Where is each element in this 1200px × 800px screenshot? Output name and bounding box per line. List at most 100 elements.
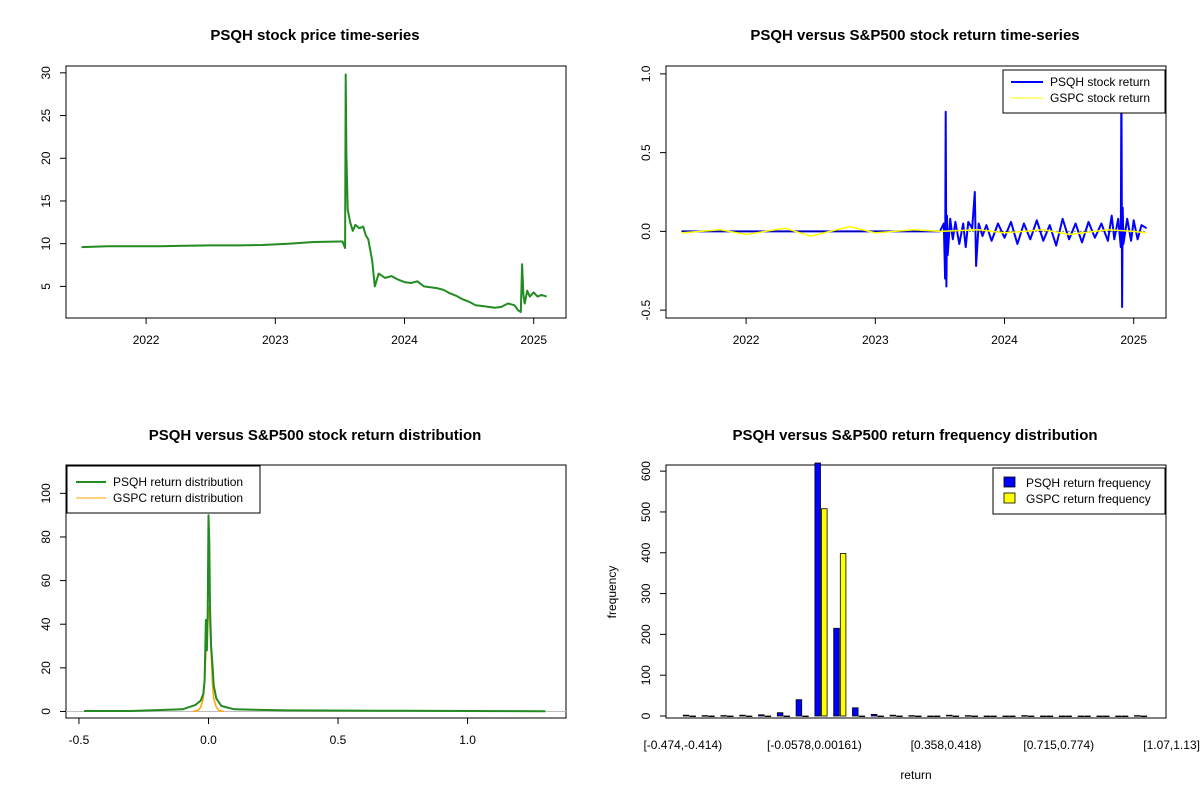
gspc-frequency-bar [1027, 715, 1035, 718]
y-tick-label: 400 [639, 542, 653, 562]
psqh-frequency-bar [964, 715, 972, 717]
gspc-frequency-bar [783, 715, 790, 718]
chart-title: PSQH stock price time-series [210, 27, 419, 44]
psqh-frequency-bar [720, 715, 727, 717]
gspc-frequency-bar [971, 715, 978, 718]
gspc-frequency-bar [689, 715, 696, 718]
chart-title: PSQH versus S&P500 stock return time-ser… [750, 27, 1079, 44]
x-tick-label: [1.07,1.13] [1143, 738, 1200, 752]
x-tick-label: 2022 [133, 333, 160, 347]
x-tick-label: 2024 [391, 333, 418, 347]
gspc-return-line [681, 225, 1147, 237]
y-tick-label: 0.5 [639, 144, 653, 161]
legend: PSQH return frequency GSPC return freque… [992, 467, 1166, 515]
psqh-frequency-bar [889, 714, 897, 717]
psqh-frequency-bar [682, 714, 690, 717]
gspc-frequency-bar [764, 715, 772, 718]
y-tick-label: 80 [39, 530, 53, 544]
y-tick-label: 500 [639, 502, 653, 522]
psqh-density-line [84, 514, 546, 713]
legend-swatch-gspc [1003, 492, 1016, 504]
gspc-frequency-bar [1140, 715, 1148, 718]
y-tick-label: 0 [39, 708, 53, 715]
psqh-frequency-bar [1115, 715, 1122, 718]
gspc-frequency-bar [1121, 715, 1129, 718]
series-layer [682, 462, 1148, 718]
x-tick-label: 2025 [1120, 333, 1147, 347]
x-tick-label: 0.0 [200, 733, 217, 747]
x-axis: 2022 2023 2024 2025 [733, 318, 1147, 347]
legend-box [992, 467, 1166, 515]
x-tick-label: 2025 [520, 333, 547, 347]
x-tick-label: [-0.474,-0.414) [643, 738, 722, 752]
y-tick-label: 600 [639, 461, 653, 481]
panel-return-timeseries: PSQH versus S&P500 stock return time-ser… [639, 27, 1167, 347]
psqh-return-line [681, 72, 1148, 308]
gspc-frequency-bar [1084, 715, 1091, 718]
x-tick-label: [-0.0578,0.00161) [767, 738, 862, 752]
psqh-frequency-bar [983, 715, 991, 718]
x-axis: -0.5 0.0 0.5 1.0 [69, 718, 476, 747]
x-tick-label: 2022 [733, 333, 760, 347]
y-tick-label: 20 [39, 661, 53, 675]
psqh-frequency-bar [1021, 715, 1028, 717]
psqh-frequency-bar [1058, 715, 1066, 718]
y-axis: 0 100 200 300 400 500 600 [639, 461, 666, 719]
legend-label-gspc: GSPC return frequency [1026, 492, 1151, 506]
gspc-frequency-bar [802, 715, 809, 718]
legend-box [66, 465, 261, 514]
y-tick-label: 0.0 [639, 223, 653, 240]
y-axis: 5 10 15 20 25 30 [39, 66, 66, 290]
psqh-frequency-bar [1096, 715, 1103, 718]
y-tick-label: -0.5 [639, 299, 653, 320]
y-tick-label: 1.0 [639, 65, 653, 82]
legend-swatch-psqh [1003, 476, 1016, 488]
y-tick-label: 200 [639, 624, 653, 644]
psqh-frequency-bar [1134, 715, 1141, 717]
gspc-frequency-bar [933, 715, 941, 718]
y-tick-label: 25 [39, 109, 53, 123]
gspc-frequency-bar [708, 715, 715, 718]
y-tick-label: 300 [639, 583, 653, 603]
psqh-frequency-bar [1002, 715, 1009, 718]
psqh-frequency-bar [776, 712, 784, 717]
gspc-frequency-bar [952, 715, 960, 718]
gspc-frequency-bar [839, 553, 847, 717]
gspc-frequency-bar [745, 715, 753, 718]
legend-label-gspc: GSPC stock return [1050, 91, 1150, 105]
legend: PSQH return distribution GSPC return dis… [66, 465, 261, 514]
y-axis: -0.5 0.0 0.5 1.0 [639, 65, 666, 320]
gspc-frequency-bar [1046, 715, 1054, 718]
psqh-frequency-bar [852, 707, 859, 717]
y-tick-label: 20 [39, 151, 53, 165]
y-tick-label: 30 [39, 66, 53, 80]
gspc-frequency-bar [1103, 715, 1110, 718]
gspc-frequency-bar [821, 508, 828, 717]
psqh-frequency-bar [908, 715, 915, 717]
gspc-frequency-bar [896, 715, 903, 718]
y-tick-label: 15 [39, 194, 53, 208]
plot-frame [665, 464, 1167, 719]
panel-return-distribution: PSQH versus S&P500 stock return distribu… [39, 427, 567, 747]
panel-frequency-distribution: PSQH versus S&P500 return frequency dist… [605, 427, 1200, 782]
chart-title: PSQH versus S&P500 stock return distribu… [149, 427, 482, 444]
y-tick-label: 10 [39, 237, 53, 251]
gspc-frequency-bar [915, 715, 922, 718]
psqh-frequency-bar [795, 699, 803, 717]
psqh-frequency-bar [1040, 715, 1047, 718]
gspc-frequency-bar [990, 715, 997, 718]
gspc-frequency-bar [1009, 715, 1016, 718]
x-tick-label: [0.715,0.774) [1023, 738, 1094, 752]
x-tick-label: 2023 [862, 333, 889, 347]
y-tick-label: 40 [39, 617, 53, 631]
legend-label-psqh: PSQH return frequency [1026, 476, 1151, 490]
plot-frame [65, 464, 567, 719]
legend-box [1002, 69, 1166, 114]
plot-frame [665, 65, 1167, 319]
chart-title: PSQH versus S&P500 return frequency dist… [732, 427, 1097, 444]
gspc-frequency-bar [727, 715, 734, 718]
legend-label-gspc: GSPC return distribution [113, 491, 243, 505]
x-tick-label: 2024 [991, 333, 1018, 347]
psqh-frequency-bar [814, 462, 821, 717]
x-tick-label: [0.358,0.418) [911, 738, 982, 752]
